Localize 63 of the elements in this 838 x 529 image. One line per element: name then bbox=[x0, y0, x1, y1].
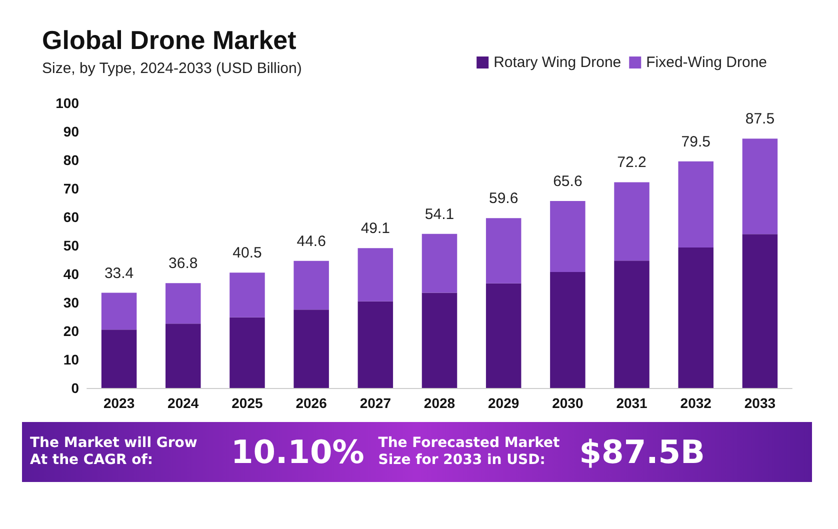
legend-label: Fixed-Wing Drone bbox=[646, 54, 768, 71]
y-tick-label: 10 bbox=[63, 352, 80, 368]
bar bbox=[486, 218, 522, 284]
y-tick-label: 20 bbox=[63, 323, 80, 339]
y-tick-label: 70 bbox=[63, 180, 80, 196]
y-tick-label: 60 bbox=[63, 209, 80, 225]
total-label: 44.6 bbox=[296, 232, 326, 250]
bar bbox=[486, 283, 522, 388]
bar bbox=[230, 317, 265, 388]
total-label: 49.1 bbox=[360, 220, 390, 238]
x-tick-label: 2028 bbox=[424, 395, 456, 411]
total-label: 65.6 bbox=[553, 173, 582, 190]
x-tick-label: 2024 bbox=[168, 395, 199, 411]
total-label: 59.6 bbox=[488, 190, 518, 208]
bar bbox=[101, 330, 137, 388]
y-tick-label: 80 bbox=[63, 152, 80, 168]
x-tick-label: 2023 bbox=[103, 395, 135, 411]
x-tick-label: 2030 bbox=[552, 395, 584, 411]
bar bbox=[294, 310, 329, 388]
text: The Forecasted Market Size for 2033 in USD: bbox=[378, 435, 561, 469]
chart-subtitle: Size, by Type, 2024-2033 (USD Billion) bbox=[42, 60, 302, 77]
total-label: 79.5 bbox=[681, 133, 710, 150]
x-tick-label: 2025 bbox=[232, 395, 264, 411]
chart-title: Global Drone Market bbox=[42, 25, 297, 55]
x-tick-label: 2033 bbox=[744, 395, 776, 411]
bar bbox=[614, 182, 650, 261]
bar bbox=[166, 324, 201, 388]
y-tick-label: 30 bbox=[63, 294, 80, 310]
total-label: 36.8 bbox=[168, 255, 198, 272]
total-label: 87.5 bbox=[745, 110, 775, 128]
bar bbox=[358, 301, 394, 388]
x-tick-label: 2031 bbox=[616, 395, 648, 411]
bar bbox=[550, 272, 586, 388]
bar bbox=[614, 260, 650, 388]
y-tick-label: 50 bbox=[63, 238, 80, 254]
y-tick-label: 0 bbox=[71, 380, 80, 396]
legend-label: Rotary Wing Drone bbox=[494, 54, 622, 71]
bar bbox=[678, 247, 714, 388]
total-label: 72.2 bbox=[617, 154, 646, 172]
bar bbox=[358, 248, 394, 302]
bar bbox=[422, 234, 458, 293]
y-tick-label: 100 bbox=[56, 95, 80, 111]
bar bbox=[230, 272, 265, 318]
bar bbox=[101, 292, 137, 330]
total-label: 40.5 bbox=[232, 244, 262, 262]
bar bbox=[742, 234, 778, 388]
text: $87.5B bbox=[579, 433, 705, 471]
y-tick-label: 40 bbox=[63, 266, 80, 282]
bar bbox=[422, 292, 458, 388]
x-tick-label: 2029 bbox=[488, 395, 520, 411]
total-label: 33.4 bbox=[104, 264, 134, 282]
x-tick-label: 2026 bbox=[296, 395, 328, 411]
y-tick-label: 90 bbox=[63, 124, 80, 140]
bar bbox=[550, 201, 586, 272]
total-label: 54.1 bbox=[424, 206, 454, 223]
text: The Market will Grow At the CAGR of: bbox=[30, 435, 198, 469]
bar bbox=[166, 283, 201, 324]
text: 10.10% bbox=[231, 433, 364, 471]
x-tick-label: 2027 bbox=[360, 395, 392, 411]
bar bbox=[742, 138, 778, 234]
bar bbox=[294, 260, 329, 310]
bar bbox=[678, 161, 714, 248]
x-tick-label: 2032 bbox=[680, 395, 712, 411]
